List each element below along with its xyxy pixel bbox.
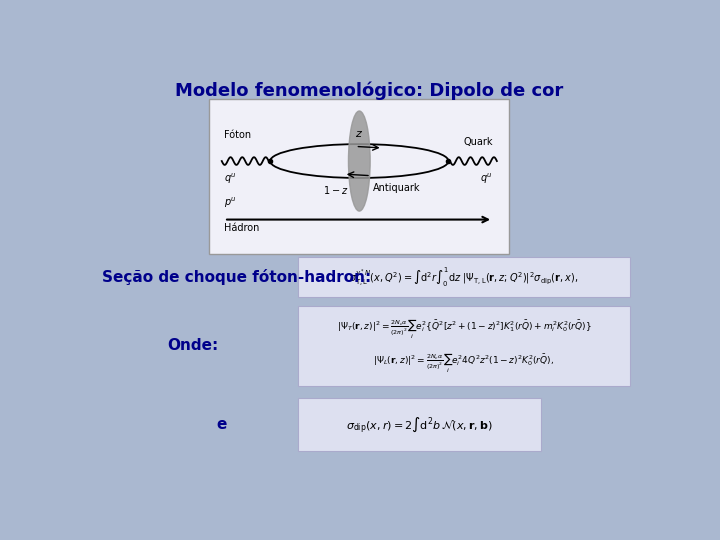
FancyBboxPatch shape [297,257,630,298]
Text: Seção de choque fóton-hadron:: Seção de choque fóton-hadron: [102,269,371,285]
Text: $\sigma_{\mathrm{dip}}(x,r) = 2\int \mathrm{d}^2b\, \mathcal{N}(x,\mathbf{r},\ma: $\sigma_{\mathrm{dip}}(x,r) = 2\int \mat… [346,415,493,435]
Text: $z$: $z$ [355,130,364,139]
Text: $q^u$: $q^u$ [480,172,493,186]
Text: Antiquark: Antiquark [373,184,420,193]
Text: Modelo fenomenológico: Dipolo de cor: Modelo fenomenológico: Dipolo de cor [175,82,563,100]
Text: $|\Psi_T(\mathbf{r},z)|^2 = \frac{2N_c\alpha}{(2\pi)^2}\sum_i e_i^2 \{\bar{Q}^2[: $|\Psi_T(\mathbf{r},z)|^2 = \frac{2N_c\a… [336,317,591,341]
FancyBboxPatch shape [210,99,509,254]
Text: Fóton: Fóton [224,130,251,140]
FancyBboxPatch shape [297,306,630,386]
Text: $\sigma_{\mathrm{T,L}}^{\gamma^* N}(x,Q^2) = \int \mathrm{d}^2r \int_0^1 \mathrm: $\sigma_{\mathrm{T,L}}^{\gamma^* N}(x,Q^… [349,266,579,289]
Text: e: e [217,417,227,433]
Text: $q^u$: $q^u$ [224,172,237,186]
Text: $1-z$: $1-z$ [323,184,348,196]
Text: $|\Psi_L(\mathbf{r},z)|^2 = \frac{2N_c\alpha}{(2\pi)^2}\sum_i e_i^2 4Q^2 z^2(1-z: $|\Psi_L(\mathbf{r},z)|^2 = \frac{2N_c\a… [374,351,554,375]
FancyBboxPatch shape [297,398,541,451]
Text: $p^u$: $p^u$ [224,196,237,211]
Text: Quark: Quark [464,137,493,147]
Text: Onde:: Onde: [168,339,219,353]
Ellipse shape [348,111,370,211]
Text: Hádron: Hádron [224,222,259,233]
